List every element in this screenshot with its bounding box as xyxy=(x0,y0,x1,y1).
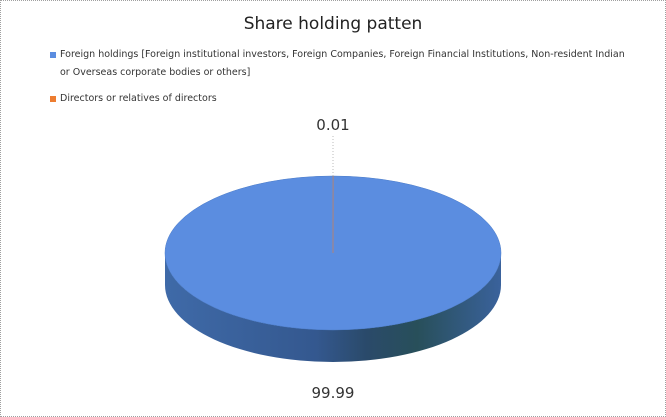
chart-title: Share holding patten xyxy=(243,14,423,34)
data-label-directors: 0.01 xyxy=(316,116,349,134)
legend-item-directors: Directors or relatives of directors xyxy=(50,90,630,108)
legend: Foreign holdings [Foreign institutional … xyxy=(50,46,630,116)
legend-label-foreign: Foreign holdings [Foreign institutional … xyxy=(60,49,625,78)
legend-swatch-foreign xyxy=(50,52,56,58)
pie-slice-side-foreign xyxy=(165,253,501,362)
data-label-foreign: 99.99 xyxy=(312,384,355,402)
legend-swatch-directors xyxy=(50,96,56,102)
legend-label-directors: Directors or relatives of directors xyxy=(60,93,217,104)
legend-item-foreign: Foreign holdings [Foreign institutional … xyxy=(50,46,630,82)
